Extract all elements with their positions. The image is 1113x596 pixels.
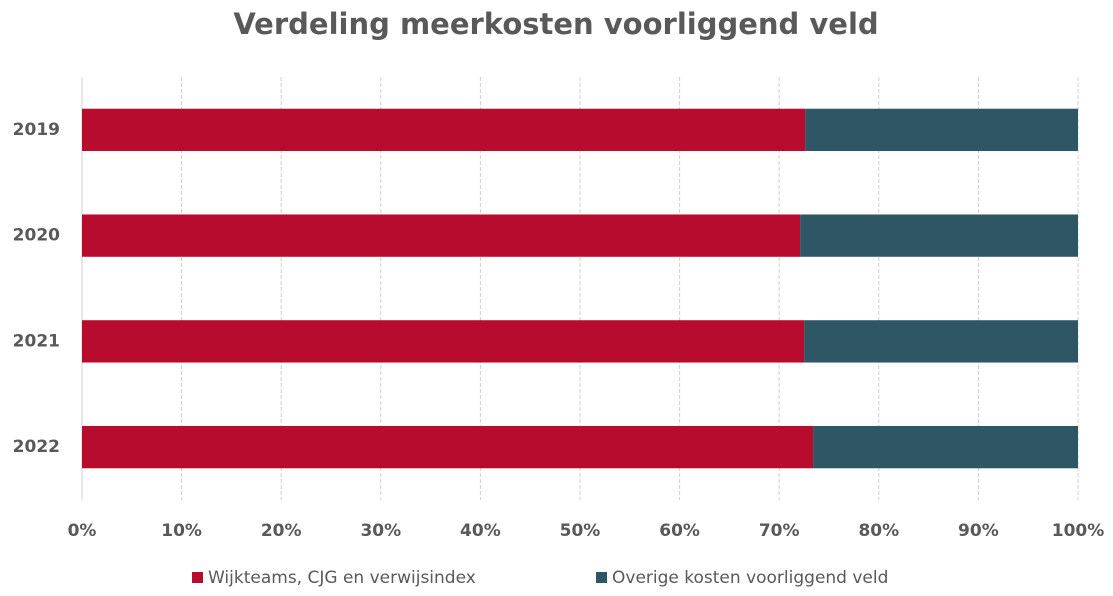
y-tick-label: 2022 xyxy=(13,437,60,457)
x-tick-label: 70% xyxy=(759,521,800,541)
x-tick-label: 80% xyxy=(858,521,899,541)
x-tick-label: 100% xyxy=(1052,521,1105,541)
legend-swatch xyxy=(192,572,203,583)
bar xyxy=(800,214,1078,257)
x-tick-label: 90% xyxy=(958,521,999,541)
x-tick-label: 40% xyxy=(460,521,501,541)
y-tick-label: 2019 xyxy=(13,120,60,140)
bar xyxy=(82,320,805,363)
bar xyxy=(82,214,801,257)
legend-label: Wijkteams, CJG en verwijsindex xyxy=(208,568,476,588)
y-tick-label: 2020 xyxy=(13,226,60,246)
x-tick-label: 30% xyxy=(360,521,401,541)
x-tick-label: 60% xyxy=(659,521,700,541)
bar xyxy=(804,320,1078,363)
x-tick-label: 10% xyxy=(161,521,202,541)
y-tick-label: 2021 xyxy=(13,331,60,351)
legend-label: Overige kosten voorliggend veld xyxy=(612,568,888,588)
x-tick-label: 20% xyxy=(261,521,302,541)
x-tick-label: 50% xyxy=(560,521,601,541)
chart-title: Verdeling meerkosten voorliggend veld xyxy=(233,7,878,41)
x-tick-label: 0% xyxy=(68,521,97,541)
bar xyxy=(82,108,806,152)
bar xyxy=(813,425,1078,469)
bar xyxy=(82,425,814,469)
bar xyxy=(805,108,1078,152)
legend-swatch xyxy=(596,572,607,583)
